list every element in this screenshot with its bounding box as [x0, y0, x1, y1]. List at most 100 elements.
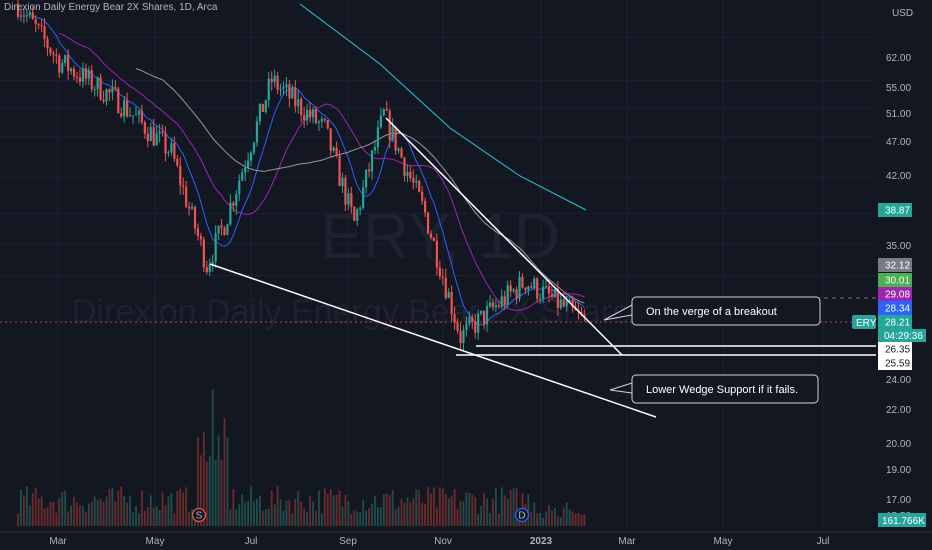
price-tag [878, 258, 912, 272]
volume-bar [82, 505, 84, 526]
volume-bar [583, 514, 586, 526]
volume-bar [46, 507, 49, 526]
candle-body [193, 206, 197, 229]
candle-body [432, 237, 436, 241]
event-marker-label: S [196, 511, 203, 522]
moving-average-line [135, 68, 585, 304]
candle-body [120, 113, 123, 117]
candle-body [450, 292, 453, 315]
candle-body [379, 115, 382, 128]
candle-body [58, 55, 61, 73]
volume-bar [459, 500, 462, 526]
volume-bar [545, 511, 547, 526]
time-axis-tick: May [146, 536, 165, 547]
candle-body [22, 15, 25, 17]
volume-bar [43, 508, 46, 526]
candle-body [494, 305, 497, 308]
volume-bar [347, 500, 350, 526]
volume-bar [120, 486, 123, 526]
candle-body [70, 68, 73, 72]
candle-body [550, 293, 554, 298]
candle-body [220, 225, 223, 228]
volume-bar [500, 487, 503, 526]
candle-body [43, 26, 46, 39]
volume-bar [539, 512, 542, 526]
candle-body [491, 302, 495, 308]
volume-bar [267, 508, 270, 526]
price-tag [878, 273, 912, 287]
volume-bar [241, 494, 244, 526]
volume-bar [356, 511, 359, 526]
volume-bar [202, 432, 205, 526]
volume-bar [388, 494, 391, 526]
candle-body [173, 143, 176, 159]
volume-bar [270, 490, 273, 526]
volume-bar [436, 507, 438, 526]
volume-bar [67, 511, 70, 526]
price-tag-label: 30.01 [885, 276, 910, 287]
price-tag [878, 301, 912, 315]
volume-bar [503, 495, 506, 526]
volume-bar [79, 505, 81, 526]
countdown-label: 04:29:36 [884, 331, 923, 342]
volume-bar [418, 490, 421, 526]
candle-body [129, 115, 132, 117]
candle-body [244, 167, 247, 173]
volume-bar [542, 517, 544, 526]
candle-body [19, 15, 23, 17]
volume-bar [87, 503, 90, 526]
candle-body [167, 152, 170, 154]
volume-bar [559, 517, 562, 526]
candle-body [16, 4, 20, 17]
volume-bar [533, 502, 536, 526]
candle-body [483, 310, 486, 325]
price-axis[interactable]: USD62.0055.0051.0047.0042.0038.0035.0032… [852, 0, 932, 532]
candle-body [367, 169, 371, 172]
candle-body [562, 299, 565, 307]
candle-body [182, 185, 185, 187]
volume-bar [394, 508, 397, 526]
time-axis-tick: May [714, 536, 733, 547]
candle-body [270, 78, 273, 83]
candle-body [235, 194, 238, 206]
candle-body [99, 77, 102, 100]
candle-body [285, 84, 288, 88]
volume-bar [580, 514, 583, 526]
candle-body [471, 317, 474, 322]
time-axis[interactable]: Mar May Jul Sep Nov 2023 Mar May Jul [0, 531, 932, 550]
volume-bar [548, 504, 550, 526]
candle-body [282, 87, 285, 89]
candle-body [137, 110, 141, 115]
volume-bar [332, 495, 335, 526]
candle-body [518, 276, 521, 299]
volume-bar [474, 496, 477, 526]
candle-body [382, 109, 385, 116]
symbol-tag [852, 315, 876, 329]
volume-bar [285, 500, 288, 526]
annotation-text: On the verge of a breakout [646, 306, 777, 318]
volume-bar [135, 505, 137, 526]
candle-body [542, 286, 545, 299]
candle-body [338, 155, 341, 187]
volume-bar [138, 513, 140, 526]
candle-body [480, 310, 483, 314]
volume-bar [497, 513, 500, 526]
annotation-box [631, 374, 819, 404]
candle-body [34, 19, 37, 24]
price-tag [878, 342, 912, 356]
candle-body [424, 200, 427, 213]
volume-bar [52, 501, 55, 526]
volume-bar [102, 501, 105, 526]
time-axis-tick: Sep [339, 536, 357, 547]
volume-bar [406, 497, 409, 526]
candle-body [524, 287, 527, 290]
volume-bar [152, 507, 155, 526]
volume-bar [279, 498, 282, 526]
volume-bar [114, 501, 117, 526]
volume-bar [259, 495, 261, 526]
price-axis-tick: 51.00 [886, 109, 911, 120]
candle-body [40, 24, 43, 27]
candle-body [359, 207, 362, 210]
volume-bar [155, 506, 158, 526]
